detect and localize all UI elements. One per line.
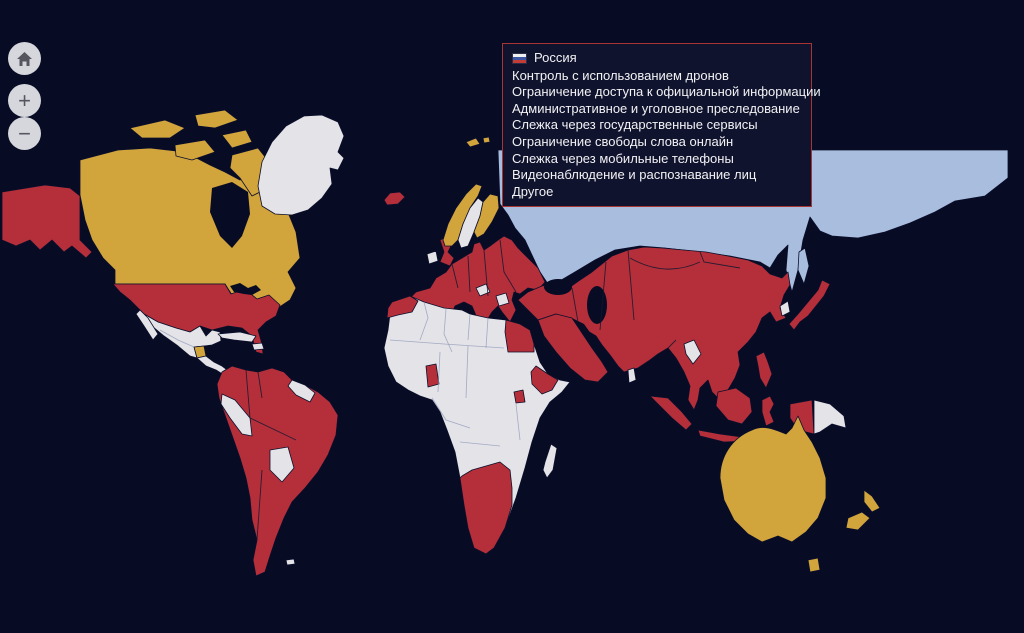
minus-icon: − [18,120,31,146]
country-borders [159,239,741,541]
country-serbia-area[interactable] [495,292,510,307]
country-iceland[interactable] [383,191,406,206]
country-tooltip: Россия Контроль с использованием дронов … [502,43,821,208]
country-austria-area[interactable] [475,283,491,297]
persian-gulf [572,318,594,342]
falkland-islands[interactable] [285,558,296,566]
country-peru[interactable] [220,393,253,437]
country-laos[interactable] [683,339,702,365]
country-hispaniola[interactable] [251,342,265,351]
great-lakes [230,283,261,295]
country-paraguay[interactable] [269,446,295,483]
caspian-sea [587,286,607,324]
zoom-out-button[interactable]: − [8,117,41,150]
country-norway[interactable] [442,183,483,247]
country-mexico[interactable] [143,313,222,359]
country-sri-lanka[interactable] [627,367,637,384]
country-new-zealand[interactable] [845,489,881,531]
region-southern-africa[interactable] [459,461,513,555]
tooltip-country-name: Россия [534,50,577,65]
country-cuba[interactable] [217,331,257,343]
russia-flag-icon [512,52,527,64]
country-indonesia[interactable] [649,387,775,448]
country-australia[interactable] [719,415,827,543]
tooltip-measure: Слежка через государственные сервисы [512,117,758,133]
home-icon [17,51,32,66]
tooltip-measure: Ограничение доступа к официальной информ… [512,84,821,100]
svalbard-islands[interactable] [465,136,491,148]
tooltip-measure: Видеонаблюдение и распознавание лиц [512,167,757,183]
country-madagascar[interactable] [542,443,558,479]
country-japan[interactable] [788,279,831,331]
hudson-bay [210,182,250,248]
home-button[interactable] [8,42,41,75]
country-finland[interactable] [473,193,500,239]
country-morocco[interactable] [386,295,419,319]
tooltip-measure: Другое [512,183,554,199]
country-ghana[interactable] [425,363,440,388]
country-south-korea[interactable] [779,300,791,317]
region-guyanas[interactable] [287,379,316,403]
country-uganda[interactable] [513,389,526,404]
country-papua-new-guinea[interactable] [813,399,847,435]
country-baja-california[interactable] [135,309,159,341]
country-philippines[interactable] [755,351,773,389]
country-greenland[interactable] [257,114,345,216]
region-asia[interactable] [517,246,791,411]
country-sakhalin[interactable] [797,247,810,285]
tooltip-measure: Административное и уголовное преследован… [512,100,800,116]
country-egypt[interactable] [504,319,535,353]
tooltip-measure: Контроль с использованием дронов [512,67,729,83]
black-sea [544,279,572,295]
tooltip-measure: Ограничение свободы слова онлайн [512,133,734,149]
country-alaska[interactable] [1,184,93,259]
tooltip-measure: Слежка через мобильные телефоны [512,150,734,166]
plus-icon: + [18,87,31,113]
country-ethiopia[interactable] [530,365,559,395]
tooltip-header: Россия [512,50,805,67]
region-africa[interactable] [383,295,571,555]
zoom-in-button[interactable]: + [8,84,41,117]
country-ireland[interactable] [426,250,439,265]
country-tasmania[interactable] [807,557,821,573]
